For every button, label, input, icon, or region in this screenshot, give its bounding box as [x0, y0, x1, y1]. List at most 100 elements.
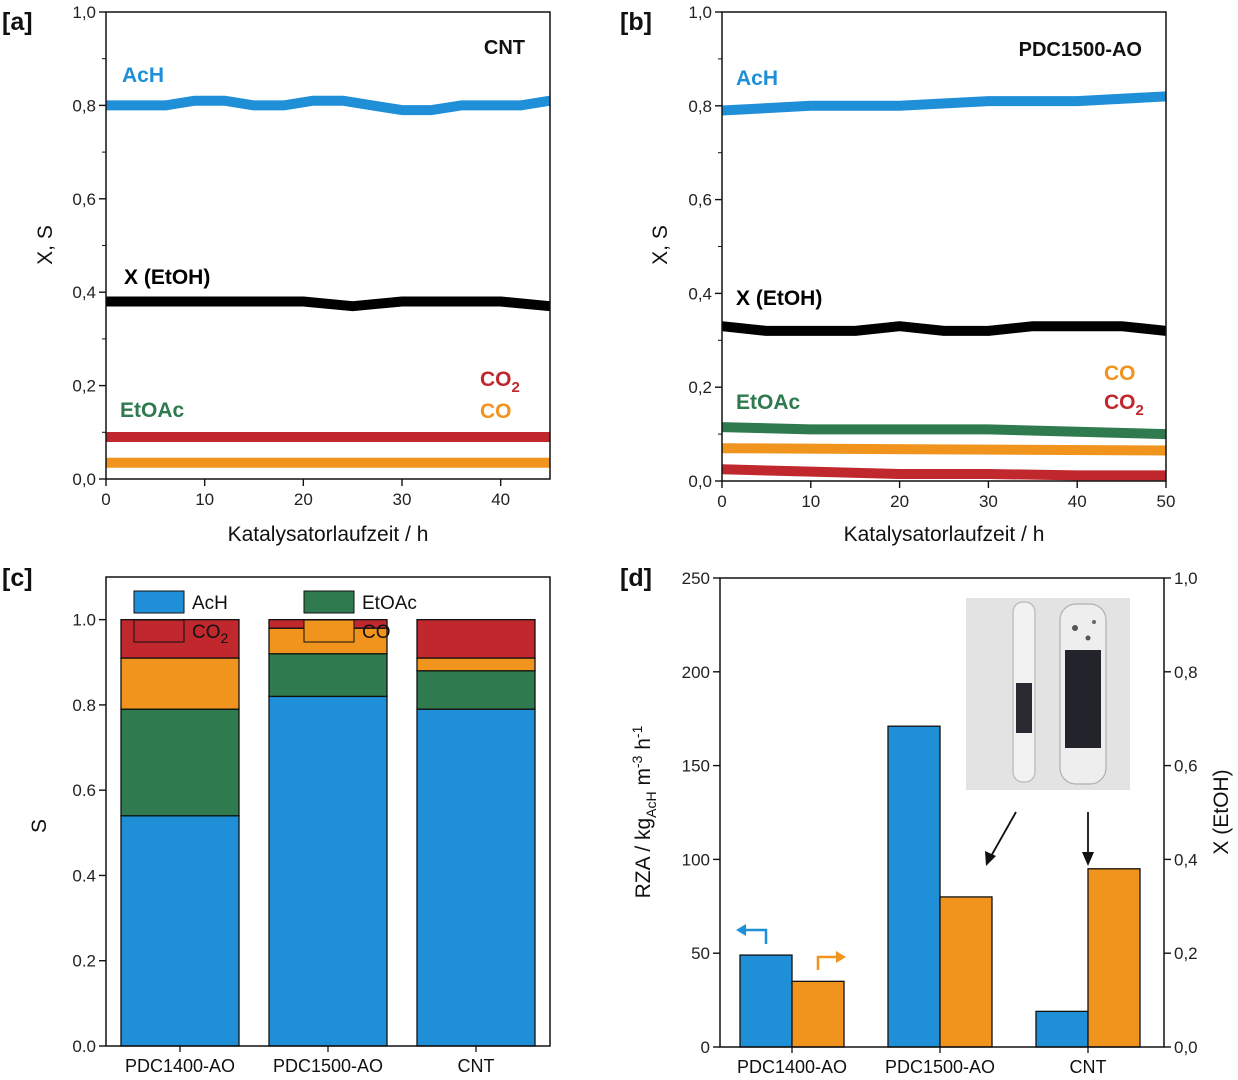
y-tick-label-left: 200 — [682, 663, 710, 682]
x-tick-label: 20 — [890, 492, 909, 511]
y-tick-label: 0,2 — [72, 377, 96, 396]
stacked-bar-segment-etoac — [268, 653, 388, 698]
stacked-bar-segment-acH — [268, 695, 388, 1047]
x-tick-label: 10 — [195, 490, 214, 509]
stacked-bar-segment-etoac — [120, 708, 240, 817]
y-tick-label: 0,4 — [72, 283, 96, 302]
y-tick-label: 0,0 — [688, 472, 712, 491]
vial-right-catalyst — [1065, 650, 1101, 748]
stacked-bar-segment-co — [416, 657, 536, 672]
category-label: PDC1500-AO — [273, 1056, 383, 1076]
y-tick-label: 0,2 — [688, 378, 712, 397]
pointer-arrow-pdc1500-icon — [989, 811, 1017, 859]
vial-left-catalyst — [1016, 683, 1032, 733]
vial-right-particle — [1092, 620, 1096, 624]
y-tick-label: 0.2 — [72, 952, 96, 971]
series-line-conversion — [721, 321, 1167, 336]
panel-b-xlabel: Katalysatorlaufzeit / h — [844, 523, 1045, 546]
pointer-arrowhead-pdc1500-icon — [985, 851, 996, 866]
panel-a-label-etoac: EtOAc — [120, 399, 185, 422]
vial-right-particle — [1072, 625, 1078, 631]
panel-d: [d] PDC1400-AO PDC1500-AO CNT 0 50 100 150 200 2… — [620, 564, 1233, 1077]
panel-b-label-conversion: X (EtOH) — [736, 287, 822, 310]
category-label: PDC1400-AO — [737, 1057, 847, 1077]
panel-a-label-co2: CO2 — [480, 368, 520, 396]
x-tick-label: 10 — [801, 492, 820, 511]
panel-b-label-ach: AcH — [736, 67, 778, 90]
panel-c: [c] PDC1400-AO PDC1500-AO CNT 0.0 0.2 0.4 0.6 0… — [2, 564, 551, 1076]
y-tick-label: 0,0 — [72, 470, 96, 489]
x-tick-label: 0 — [101, 490, 110, 509]
legend-label-etoac: EtOAc — [362, 593, 417, 614]
panel-b-ylabel: X, S — [649, 225, 672, 265]
panel-c-frame — [105, 576, 551, 1047]
vial-right-particle — [1085, 635, 1091, 641]
y-tick-label-right: 0,8 — [1174, 663, 1198, 682]
panel-b-label-co2: CO2 — [1104, 391, 1144, 419]
x-tick-label: 50 — [1157, 492, 1176, 511]
panel-c-letter: [c] — [2, 564, 33, 592]
series-line-conversion — [106, 296, 551, 312]
y-tick-label: 1,0 — [72, 3, 96, 22]
y-tick-label: 0.0 — [72, 1037, 96, 1056]
panel-a: [a] CNT 0 10 20 30 40 0,0 0,2 0,4 0,6 0,8 1,0 Kata… — [2, 3, 551, 546]
stacked-bar-segment-acH — [416, 708, 536, 1047]
panel-d-ylabel-right: X (EtOH) — [1210, 769, 1233, 854]
bar-acH — [739, 954, 793, 1048]
stacked-bar-segment-co — [120, 657, 240, 710]
panel-b-label-etoac: EtOAc — [736, 391, 801, 414]
y-tick-label-right: 0,6 — [1174, 757, 1198, 776]
x-tick-label: 30 — [979, 492, 998, 511]
stacked-bar-segment-co2 — [416, 618, 536, 659]
panel-d-frame — [719, 577, 1165, 1048]
y-tick-label: 1.0 — [72, 611, 96, 630]
bar-co — [939, 896, 993, 1048]
legend-swatch-co2 — [133, 619, 185, 643]
legend-label-ach: AcH — [192, 593, 228, 614]
y-tick-label-left: 250 — [682, 569, 710, 588]
series-line-etoac — [721, 422, 1167, 440]
legend-label-co: CO — [362, 622, 391, 643]
series-line-acH — [106, 95, 551, 116]
legend-label-co2: CO2 — [192, 622, 229, 646]
x-tick-label: 30 — [393, 490, 412, 509]
left-axis-arrow-icon — [742, 928, 768, 944]
panel-b-letter: [b] — [620, 8, 652, 36]
series-line-co — [721, 443, 1167, 456]
x-tick-label: 40 — [491, 490, 510, 509]
panel-c-legend: AcH EtOAc CO2 CO — [133, 590, 417, 646]
panel-d-letter: [d] — [620, 564, 652, 592]
panel-c-ylabel: S — [28, 819, 51, 833]
stacked-bar-segment-etoac — [416, 670, 536, 710]
pointer-arrowhead-cnt-icon — [1082, 852, 1094, 866]
panel-b-title: PDC1500-AO — [1019, 39, 1142, 61]
y-tick-label-left: 150 — [682, 757, 710, 776]
legend-swatch-co — [303, 619, 355, 643]
series-line-acH — [721, 91, 1167, 116]
category-label: PDC1400-AO — [125, 1056, 235, 1076]
panel-a-label-co: CO — [480, 400, 512, 423]
bar-acH — [887, 725, 941, 1048]
category-label: CNT — [1070, 1057, 1107, 1077]
bar-co — [791, 980, 845, 1048]
y-tick-label-left: 0 — [701, 1038, 710, 1057]
panel-d-ylabel-left: RZA / kgAcH m-3 h-1 — [629, 725, 659, 898]
left-axis-arrowhead-icon — [736, 924, 746, 936]
y-tick-label-right: 1,0 — [1174, 569, 1198, 588]
panel-b-label-co: CO — [1104, 362, 1136, 385]
y-tick-label: 0.6 — [72, 781, 96, 800]
panel-a-label-conversion: X (EtOH) — [124, 266, 210, 289]
bar-co — [1087, 868, 1141, 1048]
panel-a-ylabel: X, S — [34, 225, 57, 265]
bar-acH — [1035, 1010, 1089, 1048]
legend-swatch-etoac — [303, 590, 355, 614]
right-axis-arrowhead-icon — [836, 951, 846, 963]
y-tick-label-left: 50 — [691, 944, 710, 963]
stacked-bar-segment-acH — [120, 815, 240, 1047]
panel-a-title: CNT — [484, 37, 525, 59]
category-label: PDC1500-AO — [885, 1057, 995, 1077]
x-tick-label: 20 — [294, 490, 313, 509]
catalyst-vials-photo — [966, 598, 1130, 790]
panel-a-label-ach: AcH — [122, 64, 164, 87]
x-tick-label: 40 — [1068, 492, 1087, 511]
